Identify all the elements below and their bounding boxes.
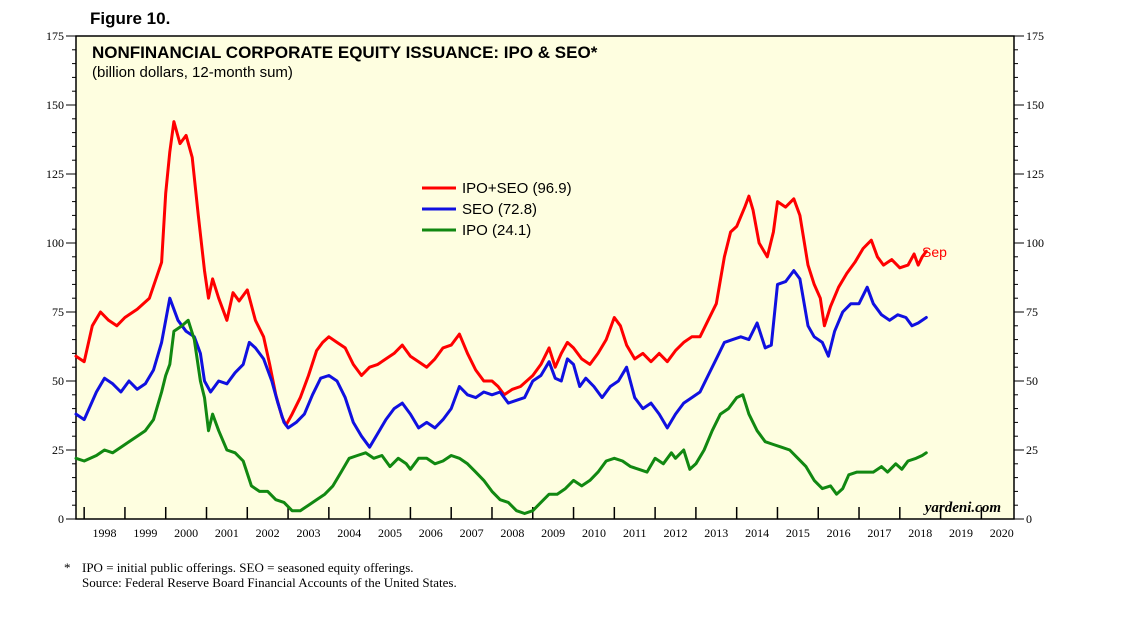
legend: IPO+SEO (96.9) SEO (72.8) IPO (24.1) <box>422 180 572 239</box>
figure-label: Figure 10. <box>90 9 170 28</box>
y-tick-label-right: 175 <box>1026 29 1044 43</box>
y-tick-label-right: 150 <box>1026 98 1044 112</box>
y-axis-left: 0 25 50 75 100 125 150 175 <box>46 29 76 526</box>
x-tick-label: 2020 <box>990 526 1014 540</box>
y-tick-label-left: 0 <box>58 512 64 526</box>
footnote-marker: * <box>64 560 71 575</box>
chart-title: NONFINANCIAL CORPORATE EQUITY ISSUANCE: … <box>92 43 598 62</box>
x-tick-label: 2018 <box>908 526 932 540</box>
x-tick-label: 1998 <box>93 526 117 540</box>
x-tick-label: 1999 <box>133 526 157 540</box>
x-tick-label: 2005 <box>378 526 402 540</box>
x-tick-label: 2004 <box>337 526 361 540</box>
footnote-definitions: IPO = initial public offerings. SEO = se… <box>82 560 414 575</box>
x-axis: 1998 1999 2000 2001 2002 2003 2004 2005 2006 2007… <box>83 507 1014 540</box>
y-tick-label-left: 100 <box>46 236 64 250</box>
y-tick-label-right: 25 <box>1026 443 1038 457</box>
x-tick-label: 2007 <box>460 526 484 540</box>
legend-label-ipo-seo: IPO+SEO (96.9) <box>462 180 572 197</box>
y-tick-label-right: 50 <box>1026 374 1038 388</box>
y-tick-label-left: 75 <box>52 305 64 319</box>
x-tick-label: 2017 <box>867 526 891 540</box>
y-tick-label-left: 25 <box>52 443 64 457</box>
x-tick-label: 2019 <box>949 526 973 540</box>
series-lines <box>74 120 928 515</box>
x-tick-label: 2013 <box>704 526 728 540</box>
x-tick-label: 2011 <box>623 526 647 540</box>
y-tick-label-left: 175 <box>46 29 64 43</box>
x-tick-label: 2003 <box>296 526 320 540</box>
x-tick-label: 2008 <box>500 526 524 540</box>
plot-area <box>75 35 1015 520</box>
x-tick-label: 2014 <box>745 526 769 540</box>
series-line-ipo <box>74 318 928 515</box>
y-tick-label-right: 100 <box>1026 236 1044 250</box>
series-line-ipo-seo <box>74 120 928 427</box>
y-tick-label-right: 125 <box>1026 167 1044 181</box>
legend-label-ipo: IPO (24.1) <box>462 222 531 239</box>
x-tick-label: 2012 <box>664 526 688 540</box>
x-tick-label: 2002 <box>256 526 280 540</box>
end-label: Sep <box>922 244 947 260</box>
chart-subtitle: (billion dollars, 12-month sum) <box>92 64 293 81</box>
y-tick-label-left: 150 <box>46 98 64 112</box>
x-tick-label: 2006 <box>419 526 443 540</box>
x-tick-label: 2016 <box>827 526 851 540</box>
legend-label-seo: SEO (72.8) <box>462 201 537 218</box>
y-tick-label-left: 50 <box>52 374 64 388</box>
y-axis-right: 0 25 50 75 100 125 150 175 <box>1014 29 1044 526</box>
x-tick-label: 2009 <box>541 526 565 540</box>
x-tick-label: 2000 <box>174 526 198 540</box>
y-tick-label-right: 0 <box>1026 512 1032 526</box>
footnote-source: Source: Federal Reserve Board Financial … <box>82 575 457 590</box>
y-tick-label-left: 125 <box>46 167 64 181</box>
x-tick-label: 2001 <box>215 526 239 540</box>
series-line-seo <box>74 269 928 449</box>
x-tick-label: 2015 <box>786 526 810 540</box>
watermark: yardeni.com <box>923 500 1001 516</box>
y-tick-label-right: 75 <box>1026 305 1038 319</box>
x-tick-label: 2010 <box>582 526 606 540</box>
